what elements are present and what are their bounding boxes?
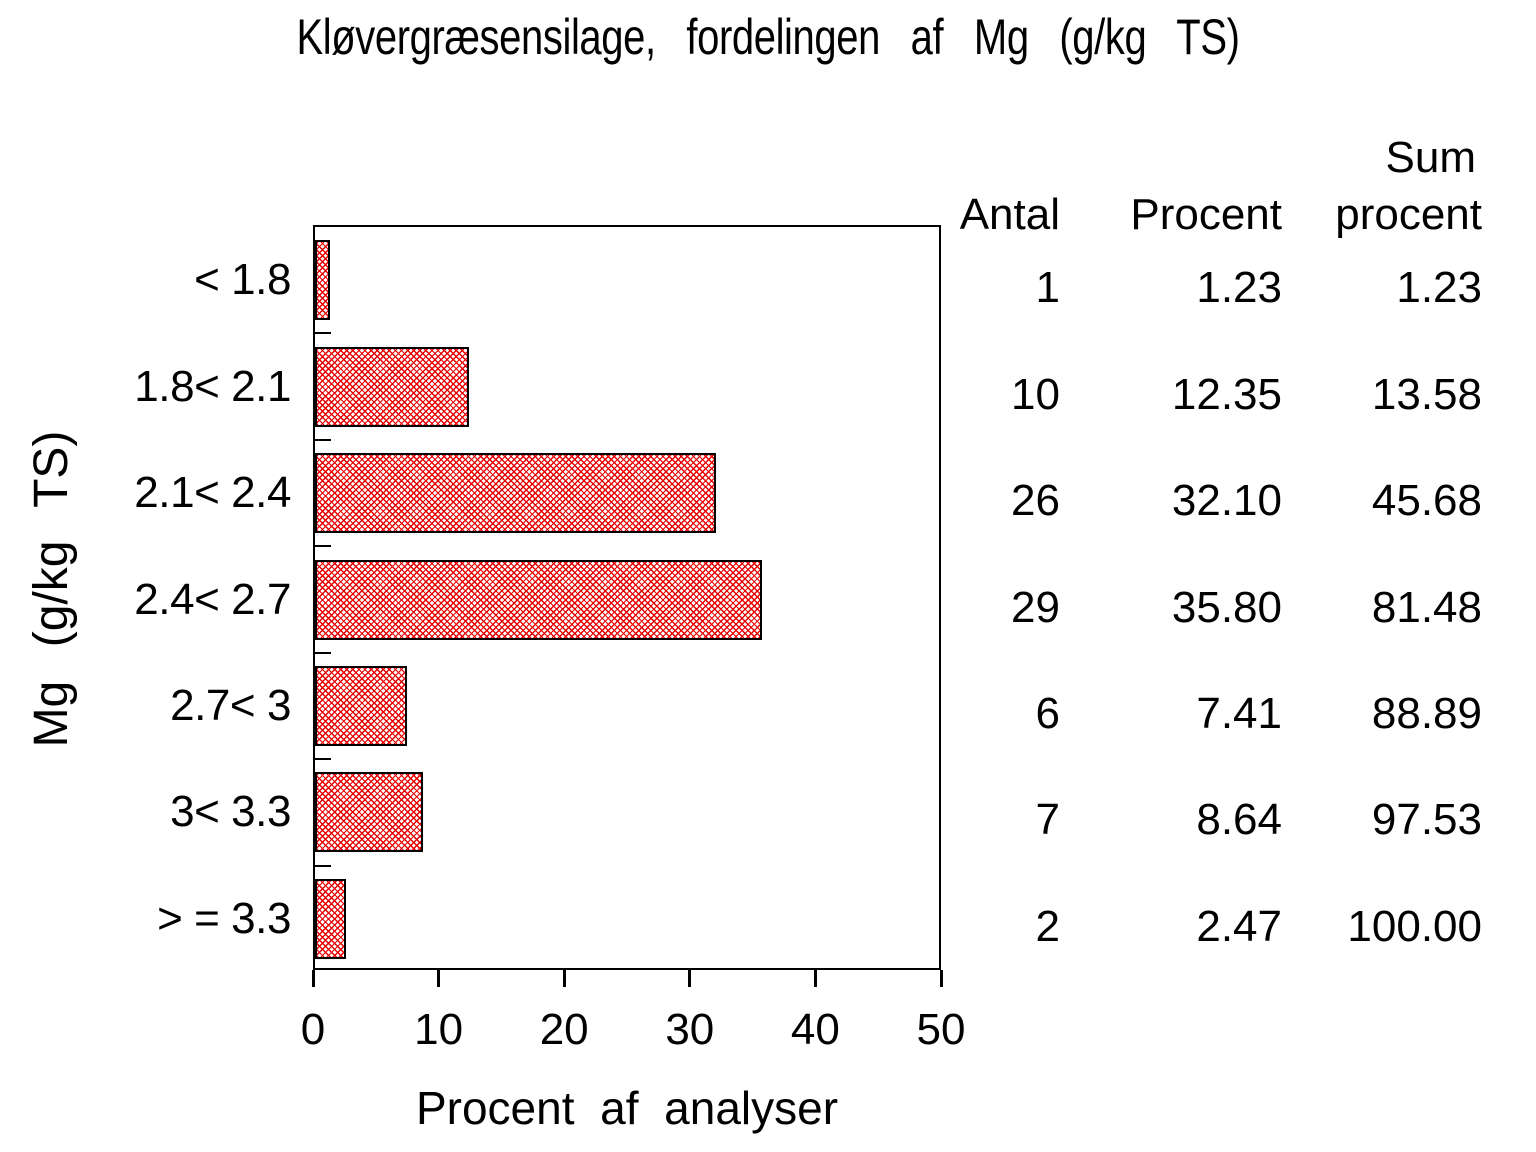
category-label: 2.1< 2.4 bbox=[134, 468, 291, 518]
y-axis-tick bbox=[315, 651, 331, 654]
col-header-procent: Procent bbox=[1130, 190, 1282, 239]
table-cell-procent: 32.10 bbox=[1171, 476, 1282, 526]
table-cell-procent: 8.64 bbox=[1196, 795, 1282, 845]
x-tick-label: 30 bbox=[665, 1005, 715, 1054]
x-axis-tick bbox=[311, 970, 315, 987]
x-axis-title: Procent af analyser bbox=[415, 1082, 839, 1134]
x-tick-label: 40 bbox=[790, 1005, 840, 1054]
category-label: 2.7< 3 bbox=[170, 680, 291, 730]
y-axis-tick bbox=[315, 438, 331, 441]
category-label: < 1.8 bbox=[194, 255, 291, 305]
bar bbox=[315, 559, 762, 640]
table-row: 7 8.64 97.53 bbox=[0, 794, 1536, 846]
table-row: 6 7.41 88.89 bbox=[0, 688, 1536, 740]
table-row: 2 2.47 100.00 bbox=[0, 901, 1536, 953]
table-cell-antal: 7 bbox=[1035, 795, 1060, 845]
x-tick-label: 20 bbox=[539, 1005, 589, 1054]
y-axis-tick bbox=[315, 758, 331, 761]
table-cell-antal: 29 bbox=[1011, 582, 1060, 632]
x-axis-tick bbox=[688, 970, 692, 987]
table-cell-procent: 1.23 bbox=[1196, 263, 1282, 313]
table-row: 26 32.10 45.68 bbox=[0, 475, 1536, 527]
x-tick-label: 0 bbox=[300, 1005, 326, 1054]
category-label: 1.8< 2.1 bbox=[134, 361, 291, 411]
table-row: 10 12.35 13.58 bbox=[0, 369, 1536, 421]
table-cell-sum: 88.89 bbox=[1371, 688, 1482, 738]
table-cell-antal: 6 bbox=[1035, 688, 1060, 738]
bar bbox=[315, 878, 346, 959]
table-cell-antal: 2 bbox=[1035, 901, 1060, 951]
x-tick-label: 50 bbox=[916, 1005, 966, 1054]
table-cell-antal: 10 bbox=[1011, 369, 1060, 419]
table-cell-antal: 1 bbox=[1035, 263, 1060, 313]
table-cell-sum: 45.68 bbox=[1371, 476, 1482, 526]
bar bbox=[315, 772, 423, 853]
table-cell-sum: 81.48 bbox=[1371, 582, 1482, 632]
x-axis-tick bbox=[939, 970, 943, 987]
table-cell-sum: 13.58 bbox=[1371, 369, 1482, 419]
y-axis-tick bbox=[315, 545, 331, 548]
table-cell-sum: 1.23 bbox=[1396, 263, 1482, 313]
plot-area bbox=[313, 225, 941, 970]
y-axis-tick bbox=[315, 864, 331, 867]
x-axis-tick bbox=[562, 970, 566, 987]
bar bbox=[315, 240, 331, 321]
col-header-antal: Antal bbox=[959, 190, 1060, 239]
table-cell-procent: 12.35 bbox=[1171, 369, 1282, 419]
x-axis-tick bbox=[813, 970, 817, 987]
category-label: 3< 3.3 bbox=[170, 787, 291, 837]
y-axis-tick bbox=[315, 332, 331, 335]
col-header-sum-line2: procent bbox=[1335, 190, 1482, 239]
bar bbox=[315, 453, 716, 534]
col-header-sum-line1: Sum bbox=[1385, 133, 1476, 182]
x-axis-tick bbox=[437, 970, 441, 987]
bar bbox=[315, 665, 408, 746]
table-cell-procent: 7.41 bbox=[1196, 688, 1282, 738]
x-tick-label: 10 bbox=[414, 1005, 464, 1054]
bar bbox=[315, 346, 470, 427]
category-label: > = 3.3 bbox=[157, 893, 291, 943]
table-row: 1 1.23 1.23 bbox=[0, 262, 1536, 314]
category-label: 2.4< 2.7 bbox=[134, 574, 291, 624]
table-cell-procent: 2.47 bbox=[1196, 901, 1282, 951]
category-axis-labels: < 1.8 1.8< 2.1 2.1< 2.4 2.4< 2.7 2.7< 3 3< 3.… bbox=[0, 225, 291, 970]
table-cell-antal: 26 bbox=[1011, 476, 1060, 526]
table-cell-sum: 97.53 bbox=[1371, 795, 1482, 845]
table-row: 29 35.80 81.48 bbox=[0, 582, 1536, 634]
chart-title: Kløvergræsensilage, fordelingen af Mg (g… bbox=[296, 9, 1240, 65]
table-cell-sum: 100.00 bbox=[1347, 901, 1482, 951]
table-cell-procent: 35.80 bbox=[1171, 582, 1282, 632]
